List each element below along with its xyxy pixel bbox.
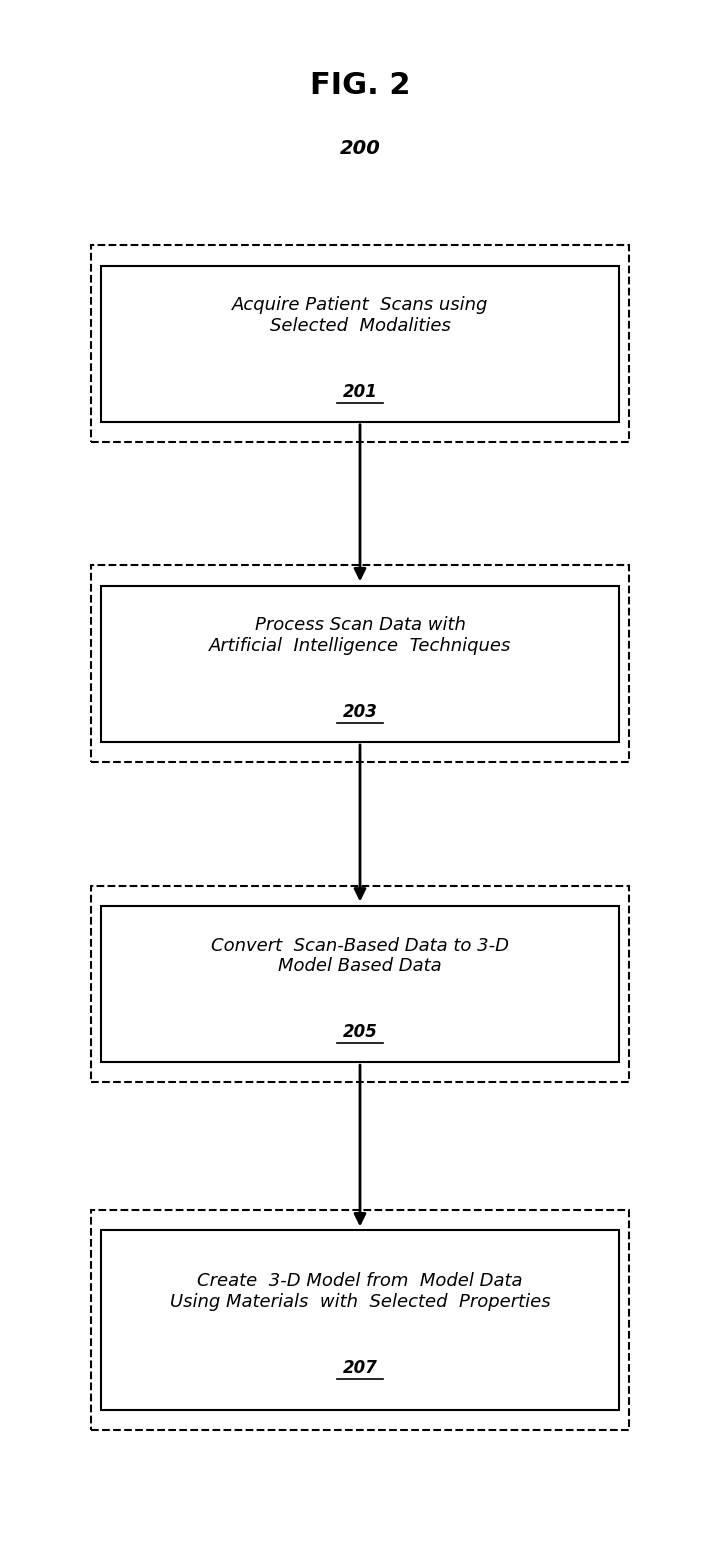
Text: Acquire Patient  Scans using
Selected  Modalities: Acquire Patient Scans using Selected Mod… [232,297,488,334]
Bar [91,245,629,442]
Bar [101,1231,619,1409]
Bar [101,906,619,1062]
Text: FIG. 2: FIG. 2 [310,72,410,100]
Text: 205: 205 [343,1023,377,1042]
Text: Convert  Scan-Based Data to 3-D
Model Based Data: Convert Scan-Based Data to 3-D Model Bas… [211,937,509,975]
Text: Create  3-D Model from  Model Data
Using Materials  with  Selected  Properties: Create 3-D Model from Model Data Using M… [170,1273,550,1311]
Text: 207: 207 [343,1359,377,1378]
Text: 200: 200 [340,139,380,158]
Text: 203: 203 [343,703,377,722]
Text: 201: 201 [343,383,377,401]
Bar [91,1209,629,1431]
Text: Process Scan Data with
Artificial  Intelligence  Techniques: Process Scan Data with Artificial Intell… [209,617,511,654]
Bar [91,886,629,1082]
Bar [91,565,629,762]
Bar [101,266,619,422]
Bar [101,586,619,742]
